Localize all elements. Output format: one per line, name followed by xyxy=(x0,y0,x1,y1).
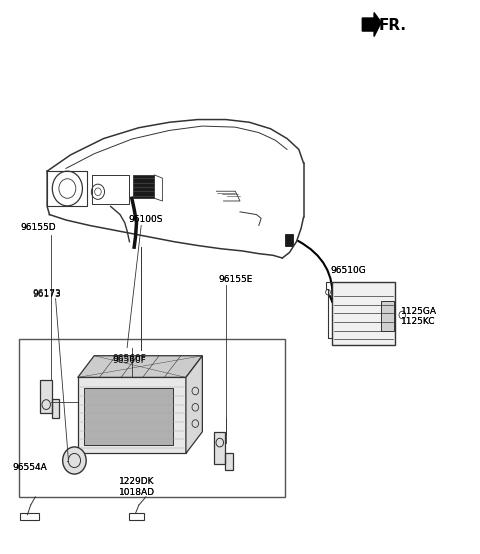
Text: 1018AD: 1018AD xyxy=(119,488,155,497)
Text: 96155E: 96155E xyxy=(219,275,253,284)
Polygon shape xyxy=(133,175,155,198)
FancyArrowPatch shape xyxy=(298,241,336,302)
Text: 1125GA: 1125GA xyxy=(401,307,437,316)
Text: 1229DK: 1229DK xyxy=(119,477,154,486)
Polygon shape xyxy=(78,356,203,377)
Text: 96510G: 96510G xyxy=(330,266,366,275)
Text: 96510G: 96510G xyxy=(330,266,366,275)
Text: 96173: 96173 xyxy=(33,289,61,297)
Bar xyxy=(84,388,173,445)
Text: 96173: 96173 xyxy=(33,290,61,299)
Text: 96155D: 96155D xyxy=(21,223,57,233)
Polygon shape xyxy=(78,377,186,453)
Text: 96100S: 96100S xyxy=(129,215,163,224)
Text: 96155D: 96155D xyxy=(21,223,57,233)
Text: 96155E: 96155E xyxy=(219,275,253,284)
Polygon shape xyxy=(186,356,203,453)
Text: 96554A: 96554A xyxy=(12,464,47,473)
Text: 1018AD: 1018AD xyxy=(119,488,155,497)
Text: 96560F: 96560F xyxy=(112,354,146,363)
Polygon shape xyxy=(214,432,233,470)
Text: 1229DK: 1229DK xyxy=(119,477,154,486)
Bar xyxy=(332,283,395,345)
Polygon shape xyxy=(362,13,381,37)
Text: 96560F: 96560F xyxy=(112,356,146,365)
Polygon shape xyxy=(40,380,59,418)
Circle shape xyxy=(63,447,86,474)
Bar xyxy=(19,340,285,497)
Text: 1125GA: 1125GA xyxy=(401,307,437,316)
Text: 1125KC: 1125KC xyxy=(401,317,436,326)
Text: FR.: FR. xyxy=(379,18,407,33)
Text: 96554A: 96554A xyxy=(12,464,47,473)
Text: 96100S: 96100S xyxy=(129,215,163,224)
Bar xyxy=(381,301,394,331)
Polygon shape xyxy=(285,234,293,245)
Text: 1125KC: 1125KC xyxy=(401,317,436,326)
